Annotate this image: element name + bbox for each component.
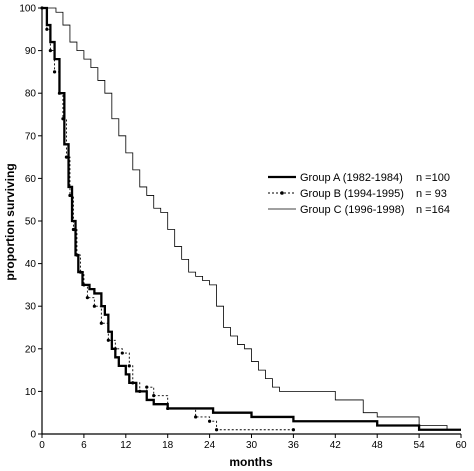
legend-label-3: Group C (1996-1998) bbox=[300, 204, 405, 216]
legend-n-2: n = 93 bbox=[416, 188, 447, 200]
series-2-point bbox=[208, 419, 212, 423]
series-2-point bbox=[52, 70, 57, 74]
y-tick-label: 0 bbox=[30, 430, 36, 441]
legend: Group A (1982-1984) n =100 Group B (1994-1… bbox=[268, 172, 450, 216]
series-2-point bbox=[85, 296, 89, 300]
x-tick-label: 24 bbox=[204, 440, 216, 451]
series-2-point bbox=[106, 338, 110, 342]
y-tick-label: 10 bbox=[25, 387, 37, 398]
series-line-3 bbox=[42, 7, 461, 431]
series-2-point bbox=[214, 428, 219, 432]
series-2-point bbox=[92, 304, 96, 308]
series-2-point bbox=[99, 321, 103, 325]
series-2-point bbox=[138, 389, 142, 393]
series-2-point bbox=[145, 385, 149, 389]
series-2-point bbox=[57, 91, 62, 95]
series-2-point bbox=[166, 406, 170, 411]
x-axis-title: months bbox=[229, 455, 273, 469]
series-2-point bbox=[194, 415, 198, 419]
series-2-point bbox=[45, 27, 49, 31]
series-2-point bbox=[68, 193, 72, 198]
y-tick-label: 90 bbox=[25, 46, 37, 57]
series-2-point bbox=[75, 253, 79, 257]
series-2-point bbox=[127, 364, 131, 368]
legend-n-3: n =164 bbox=[416, 204, 450, 216]
series-2-point bbox=[120, 351, 124, 355]
axes: 0 6 12 18 24 30 36 42 48 54 60 0 10 20 30 40 50 60 70 80 90 1… bbox=[19, 4, 467, 452]
x-tick-label: 54 bbox=[414, 440, 426, 451]
legend-label-1: Group A (1982-1984) bbox=[300, 172, 403, 184]
series-2-point bbox=[61, 117, 65, 121]
x-tick-label: 48 bbox=[372, 440, 384, 451]
series-2-point bbox=[131, 381, 135, 385]
x-tick-label: 12 bbox=[120, 440, 132, 451]
legend-n-1: n =100 bbox=[416, 172, 450, 184]
legend-label-2: Group B (1994-1995) bbox=[300, 188, 404, 200]
legend-marker-2 bbox=[280, 191, 284, 195]
x-tick-label: 6 bbox=[81, 440, 87, 451]
y-tick-label: 50 bbox=[25, 217, 37, 228]
y-tick-label: 40 bbox=[25, 259, 37, 270]
series-line-2 bbox=[42, 7, 294, 431]
series-2-point bbox=[113, 347, 117, 351]
x-tick-label: 18 bbox=[162, 440, 174, 451]
x-tick-label: 36 bbox=[288, 440, 300, 451]
series-2-point bbox=[71, 227, 76, 232]
x-tick-label: 30 bbox=[246, 440, 258, 451]
series-2-point bbox=[48, 49, 52, 53]
y-axis-title: proportion surviving bbox=[3, 163, 17, 280]
y-tick-label: 70 bbox=[25, 131, 37, 142]
series-2-point bbox=[82, 283, 86, 287]
plot-area bbox=[40, 6, 461, 432]
series-2-point bbox=[78, 270, 83, 274]
y-tick-label: 20 bbox=[25, 344, 37, 355]
x-tick-label: 0 bbox=[39, 440, 45, 451]
series-2-point bbox=[64, 155, 69, 159]
y-tick-label: 100 bbox=[19, 4, 36, 15]
y-tick-label: 80 bbox=[25, 89, 37, 100]
series-2-point bbox=[152, 394, 156, 398]
series-2-point bbox=[291, 428, 295, 432]
x-tick-label: 42 bbox=[330, 440, 342, 451]
y-tick-label: 30 bbox=[25, 302, 37, 313]
x-tick-label: 60 bbox=[455, 440, 467, 451]
y-tick-label: 60 bbox=[25, 174, 37, 185]
series-line-1 bbox=[42, 6, 461, 431]
